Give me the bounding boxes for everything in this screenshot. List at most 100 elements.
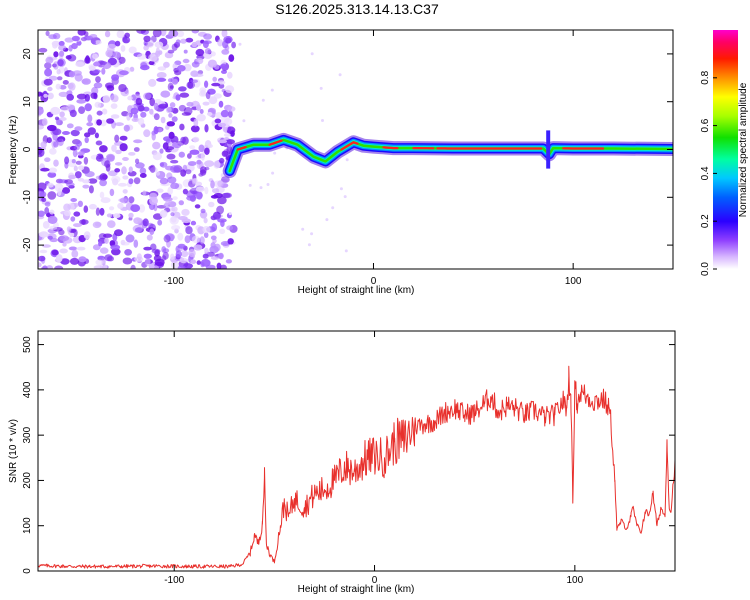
noise-blob [170, 216, 177, 223]
noise-blob [225, 37, 232, 44]
noise-blob [190, 220, 197, 226]
noise-blob [134, 227, 143, 233]
noise-blob [48, 167, 58, 174]
noise-blob [70, 198, 77, 202]
noise-blob [183, 49, 188, 54]
noise-blob [148, 53, 158, 62]
noise-blob [136, 30, 146, 34]
noise-blob [125, 234, 135, 243]
noise-blob [214, 118, 222, 124]
noise-blob [180, 136, 186, 144]
noise-blob [92, 221, 102, 229]
noise-blob [207, 59, 217, 68]
noise-blob [179, 123, 185, 131]
noise-blob [178, 200, 184, 206]
noise-blob [54, 183, 64, 192]
noise-blob [118, 84, 127, 92]
y-tick-label: 10 [22, 96, 33, 108]
noise-blob [38, 106, 44, 115]
noise-blob [189, 145, 196, 150]
y-tick-label: 0 [22, 146, 33, 152]
noise-blob [104, 254, 113, 262]
noise-blob [43, 78, 53, 86]
noise-blob [227, 106, 236, 112]
noise-blob [60, 258, 70, 265]
noise-blob [59, 235, 70, 242]
noise-blob [216, 205, 225, 215]
noise-blob [62, 80, 69, 85]
colorbar: 0.0 0.2 0.4 0.6 0.8 Normalized spectral ampl… [700, 30, 749, 276]
noise-blob [99, 179, 107, 187]
noise-blob [193, 73, 204, 78]
noise-blob [159, 209, 168, 218]
noise-blob [101, 174, 108, 180]
noise-blob [84, 136, 89, 144]
noise-blob [178, 86, 187, 92]
noise-blob [191, 41, 198, 48]
noise-blob [217, 218, 227, 223]
noise-blob [47, 86, 53, 92]
noise-blob [211, 82, 221, 87]
spectrogram-ylabel: Frequency (Hz) [8, 116, 19, 185]
noise-blob [40, 141, 47, 149]
noise-blob [110, 103, 118, 109]
noise-blob [155, 171, 161, 176]
noise-blob [88, 178, 98, 184]
noise-blob [84, 56, 91, 64]
noise-blob [159, 177, 169, 185]
noise-blob [231, 41, 237, 49]
noise-blob [77, 200, 83, 207]
noise-blob [163, 61, 170, 68]
noise-blob [179, 92, 190, 98]
noise-blob [62, 131, 70, 135]
snr-xlabel: Height of straight line (km) [298, 584, 415, 595]
noise-blob [172, 196, 178, 201]
noise-blob [140, 111, 147, 118]
noise-blob [217, 139, 228, 144]
noise-blob [121, 241, 130, 246]
noise-blob [225, 259, 232, 264]
noise-blob [163, 234, 171, 243]
noise-blob [128, 152, 136, 156]
noise-blob [223, 192, 232, 199]
noise-blob [171, 206, 178, 212]
noise-blob [119, 135, 128, 141]
noise-blob [202, 40, 209, 49]
noise-blob [180, 250, 189, 258]
noise-blob [212, 76, 217, 82]
noise-blob [177, 265, 186, 269]
noise-blob [221, 69, 227, 74]
noise-blob [47, 182, 54, 188]
noise-blob [83, 205, 89, 213]
noise-blob [69, 257, 80, 265]
noise-blob [122, 157, 129, 161]
ridge-spike [546, 130, 551, 169]
noise-blob [38, 182, 47, 191]
snr-series-line [38, 365, 675, 569]
noise-blob [181, 112, 192, 116]
noise-blob [104, 30, 111, 38]
noise-blob [86, 122, 94, 127]
noise-blob [152, 30, 162, 38]
noise-blob [71, 249, 79, 258]
noise-blob [114, 122, 124, 127]
noise-blob [242, 119, 246, 123]
noise-blob [194, 181, 203, 187]
noise-blob [301, 227, 305, 231]
snr-ylabel: SNR (10 * v/v) [8, 419, 19, 483]
noise-blob [114, 40, 121, 47]
noise-blob [161, 246, 167, 253]
noise-blob [96, 110, 103, 116]
noise-blob [227, 110, 233, 118]
noise-blob [148, 78, 157, 87]
noise-blob [69, 246, 77, 251]
noise-blob [76, 246, 86, 251]
noise-blob [150, 243, 157, 251]
noise-blob [204, 160, 215, 168]
y-tick-label: 100 [22, 517, 33, 534]
noise-blob [67, 83, 74, 89]
noise-blob [310, 52, 314, 56]
noise-blob [169, 102, 176, 108]
noise-blob [219, 157, 225, 164]
noise-blob [110, 244, 121, 250]
